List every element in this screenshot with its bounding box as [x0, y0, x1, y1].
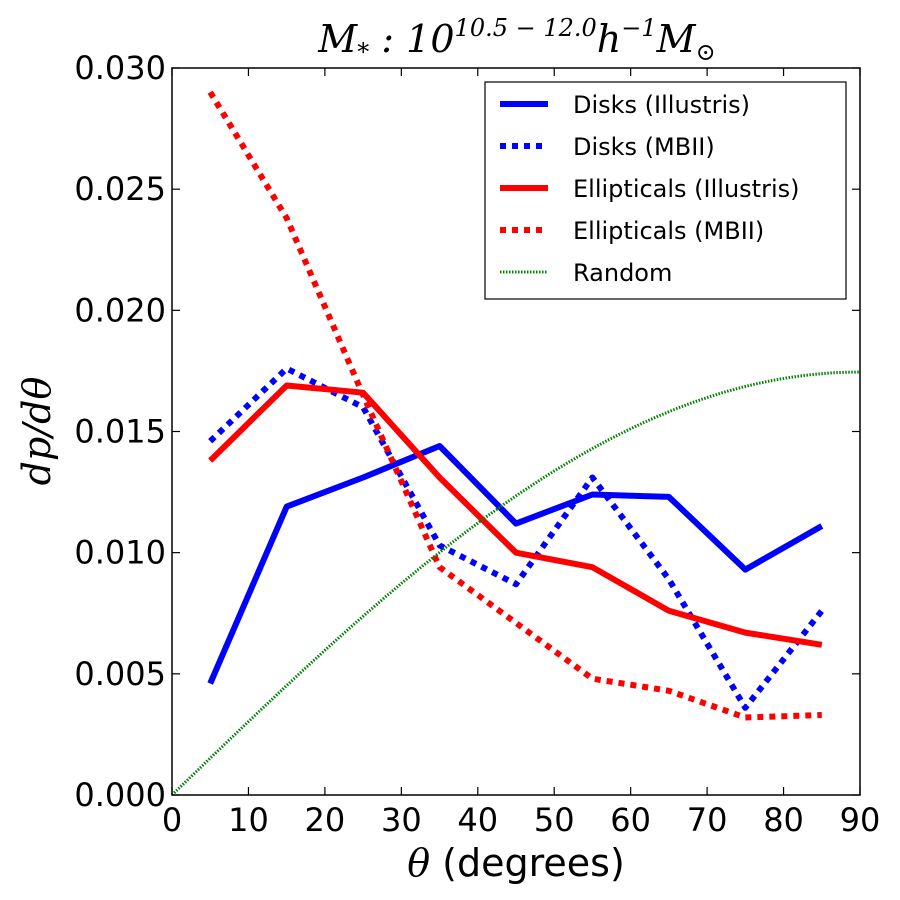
y-tick-label: 0.020 [74, 291, 166, 329]
title-suffix-sup: −1 [621, 14, 656, 42]
x-tick-label: 60 [610, 801, 651, 839]
x-tick-label: 40 [457, 801, 498, 839]
legend: Disks (Illustris) Disks (MBII) Ellipticals… [484, 81, 847, 300]
title-prefix-sub: * [357, 38, 369, 66]
legend-label: Disks (MBII) [573, 133, 715, 161]
y-tick-label: 0.025 [74, 170, 166, 208]
x-tick-label: 20 [305, 801, 346, 839]
legend-label: Ellipticals (MBII) [573, 217, 764, 245]
y-tick-label: 0.015 [74, 413, 166, 451]
legend-label: Ellipticals (Illustris) [573, 175, 800, 203]
title-suffix: h [597, 17, 621, 61]
title-exponent: 10.5 − 12.0 [455, 14, 597, 42]
series-line-2 [208, 365, 825, 711]
legend-entries: Disks (Illustris) Disks (MBII) Ellipticals… [500, 91, 800, 287]
y-tick-label: 0.005 [74, 655, 166, 693]
legend-label: Random [573, 259, 672, 287]
chart-title: M* : 1010.5 − 12.0h−1M⊙ [317, 14, 715, 66]
series-line-5 [172, 370, 860, 795]
legend-label: Disks (Illustris) [573, 91, 750, 119]
title-tail: M [656, 17, 697, 61]
title-tail-sub: ⊙ [696, 38, 716, 66]
x-axis-label: θ (degrees) [407, 841, 625, 885]
x-tick-label: 90 [840, 801, 881, 839]
title-mid: : 10 [369, 17, 454, 61]
x-tick-label: 70 [687, 801, 728, 839]
series-line-1 [207, 443, 824, 685]
title-prefix: M [317, 17, 358, 61]
x-tick-label: 10 [228, 801, 269, 839]
x-tick-label: 30 [381, 801, 422, 839]
x-tick-label: 0 [162, 801, 182, 839]
y-tick-label: 0.000 [74, 776, 166, 814]
series-line-3 [208, 382, 823, 648]
y-tick-label: 0.030 [74, 49, 166, 87]
y-axis-label: dp/dθ [15, 377, 59, 486]
plot-frame [171, 67, 861, 796]
y-tick-label: 0.010 [74, 534, 166, 572]
x-axis-symbol: θ [407, 841, 430, 885]
x-axis-text: (degrees) [430, 841, 625, 885]
ticks-layer: 0 10 20 30 40 50 60 70 80 90 0.000 0.005 0.010 0.015 0… [74, 49, 880, 839]
x-tick-label: 50 [534, 801, 575, 839]
series-layer [172, 90, 860, 795]
x-tick-label: 80 [763, 801, 804, 839]
